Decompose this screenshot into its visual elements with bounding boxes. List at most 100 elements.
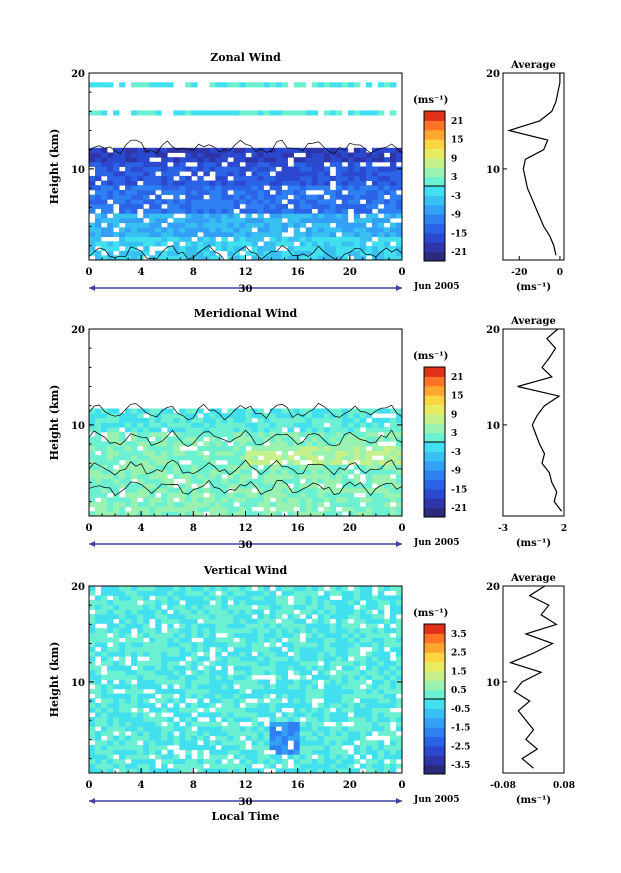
heatmap-cell <box>137 698 144 704</box>
heatmap-cell <box>347 194 355 200</box>
heatmap-cell <box>101 749 108 755</box>
heatmap-cell <box>275 82 282 88</box>
contour-line <box>88 244 403 261</box>
heatmap-cell <box>185 483 192 489</box>
heatmap-cell <box>215 656 222 662</box>
heatmap-cell <box>233 231 240 237</box>
heatmap-cell <box>143 147 150 153</box>
heatmap-cell <box>191 441 198 447</box>
heatmap-cell <box>396 623 403 629</box>
colorbar: 3.52.51.50.5-0.5-1.5-2.5-3.5 <box>423 623 470 775</box>
heatmap-cell <box>311 455 319 461</box>
colorbar-swatch <box>424 120 445 131</box>
heatmap-cell <box>119 227 126 233</box>
heatmap-cell <box>299 464 307 470</box>
heatmap-cell <box>233 464 240 470</box>
heatmap-cell <box>329 431 337 437</box>
heatmap-cell <box>293 208 301 214</box>
heatmap-cell <box>347 408 355 414</box>
heatmap-cell <box>119 194 126 200</box>
heatmap-cell <box>317 194 325 200</box>
colorbar-swatch <box>424 223 445 234</box>
heatmap-cell <box>293 707 301 713</box>
heatmap-cell <box>203 642 210 648</box>
heatmap-cell <box>281 600 288 606</box>
heatmap-cell <box>239 189 246 195</box>
heatmap-cell <box>347 707 355 713</box>
heatmap-cell <box>89 203 96 209</box>
heatmap-cell <box>257 646 264 652</box>
heatmap-cell <box>359 656 367 662</box>
heatmap-cell <box>89 413 96 419</box>
heatmap-cell <box>131 492 138 498</box>
heatmap-cell <box>359 231 367 237</box>
heatmap-cell <box>185 422 192 428</box>
heatmap-cell <box>239 642 246 648</box>
heatmap-cell <box>353 455 361 461</box>
heatmap-cell <box>149 231 156 237</box>
heatmap-cell <box>131 450 138 456</box>
heatmap-cell <box>167 768 174 774</box>
heatmap-cell <box>215 679 222 685</box>
heatmap-cell <box>95 707 102 713</box>
heatmap-cell <box>209 684 216 690</box>
heatmap-cell <box>227 618 234 624</box>
heatmap-cell <box>101 651 108 657</box>
heatmap-cell <box>335 586 343 592</box>
heatmap-cell <box>215 241 222 247</box>
heatmap-cell <box>179 506 186 512</box>
heatmap-cell <box>89 502 96 508</box>
heatmap-cell <box>131 161 138 167</box>
heatmap-cell <box>347 231 355 237</box>
heatmap-cell <box>227 478 234 484</box>
heatmap-cell <box>203 665 210 671</box>
heatmap-cell <box>323 637 331 643</box>
heatmap-cell <box>263 246 270 252</box>
heatmap-cell <box>95 740 102 746</box>
heatmap-cell <box>365 665 373 671</box>
heatmap-cell <box>161 763 168 769</box>
heatmap-cell <box>335 203 343 209</box>
heatmap-cell <box>317 721 325 727</box>
heatmap-cell <box>359 590 367 596</box>
heatmap-cell <box>119 656 126 662</box>
heatmap-cell <box>257 712 264 718</box>
heatmap-cell <box>335 82 343 88</box>
heatmap-cell <box>329 726 337 732</box>
heatmap-cell <box>377 730 385 736</box>
heatmap-cell <box>263 241 270 247</box>
heatmap-cell <box>275 413 282 419</box>
heatmap-cell <box>365 698 373 704</box>
heatmap-cell <box>396 590 403 596</box>
heatmap-cell <box>143 660 150 666</box>
heatmap-cell <box>269 502 276 508</box>
heatmap-cell <box>329 199 337 205</box>
heatmap-cell <box>89 707 96 713</box>
heatmap-cell <box>161 688 168 694</box>
heatmap-cell <box>143 506 150 512</box>
heatmap-cell <box>396 255 403 261</box>
heatmap-cell <box>377 665 385 671</box>
colorbar-swatch <box>424 699 445 709</box>
heatmap-cell <box>329 492 337 498</box>
heatmap-cell <box>353 665 361 671</box>
heatmap-cell <box>167 600 174 606</box>
heatmap-cell <box>179 670 186 676</box>
heatmap-cell <box>287 506 294 512</box>
heatmap-cell <box>143 497 150 503</box>
heatmap-cell <box>179 632 186 638</box>
heatmap-cell <box>251 82 258 88</box>
profile-line <box>517 328 563 512</box>
heatmap-cell <box>113 763 120 769</box>
heatmap-cell <box>275 623 282 629</box>
heatmap-cell <box>197 646 204 652</box>
heatmap-cell <box>107 222 114 228</box>
heatmap-cell <box>215 450 222 456</box>
heatmap-cell <box>131 250 138 256</box>
heatmap-cell <box>149 768 156 774</box>
heatmap-cell <box>299 199 307 205</box>
x-tick-label: 16 <box>291 523 305 534</box>
heatmap-cell <box>377 740 385 746</box>
heatmap-cell <box>353 431 361 437</box>
heatmap-cell <box>89 236 96 242</box>
